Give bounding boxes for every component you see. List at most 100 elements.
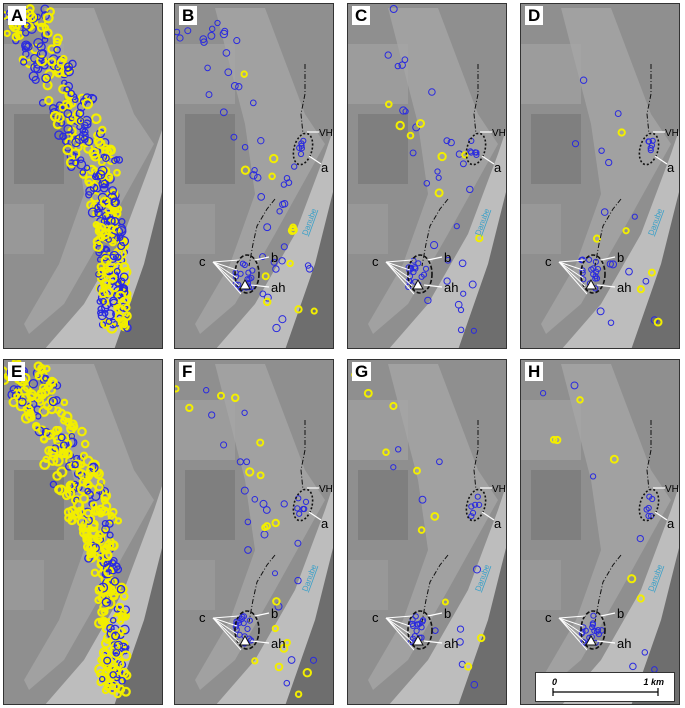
pointer-line [212, 617, 242, 651]
event-marker [216, 391, 226, 400]
event-marker [271, 624, 280, 633]
event-marker [26, 12, 38, 23]
event-marker [36, 42, 46, 52]
event-marker [110, 216, 120, 226]
event-marker [75, 468, 84, 477]
event-marker [470, 327, 477, 334]
pointer-line [481, 511, 495, 521]
event-marker [121, 266, 132, 278]
zone-a-ellipse [465, 488, 487, 522]
pointer-line [250, 640, 270, 644]
label-c: c [199, 254, 206, 269]
event-marker [113, 682, 121, 691]
event-marker [100, 506, 110, 516]
event-marker [300, 505, 307, 513]
pointer-line [654, 511, 668, 521]
scale-bar-line [552, 688, 659, 696]
event-marker [472, 565, 482, 574]
event-marker [105, 145, 115, 156]
event-marker [79, 170, 88, 179]
pointer-line [385, 617, 413, 643]
event-marker [598, 147, 605, 154]
event-marker [443, 277, 451, 285]
event-marker [625, 267, 633, 276]
event-marker [240, 70, 248, 78]
event-marker [246, 617, 253, 624]
event-marker [240, 620, 247, 627]
event-marker [92, 147, 101, 156]
event-marker [468, 503, 475, 510]
event-marker [415, 260, 422, 267]
event-marker [384, 51, 392, 59]
label-c: c [545, 254, 552, 269]
event-marker [113, 267, 121, 275]
event-marker [208, 25, 216, 33]
triangle-marker [585, 634, 597, 646]
pointer-line [596, 640, 616, 644]
label-a: a [321, 516, 329, 531]
event-marker [101, 309, 109, 317]
label-ah: ah [444, 636, 458, 651]
event-marker [63, 109, 73, 118]
event-marker [412, 613, 419, 620]
event-marker [99, 196, 111, 208]
event-marker [85, 472, 93, 481]
event-marker [283, 679, 291, 687]
event-marker [67, 419, 78, 430]
event-marker [434, 168, 441, 175]
boundary-line [300, 420, 306, 491]
event-marker [590, 265, 597, 272]
event-marker [108, 274, 118, 283]
event-marker [84, 136, 94, 146]
event-marker [117, 242, 126, 251]
event-marker [100, 638, 111, 649]
boundary-line [646, 420, 652, 491]
event-marker [456, 638, 464, 646]
event-marker [586, 256, 593, 263]
boundary-line [248, 198, 276, 267]
event-marker [279, 200, 287, 209]
settlement [195, 8, 325, 334]
event-marker [389, 4, 398, 14]
event-marker [253, 173, 262, 182]
event-marker [310, 307, 318, 315]
event-marker [417, 526, 426, 534]
event-marker [108, 687, 117, 695]
pointer-line [385, 259, 413, 263]
label-ah: ah [444, 280, 458, 295]
zone-b-ellipse [407, 610, 433, 650]
pointer-line [212, 617, 240, 643]
event-marker [549, 435, 558, 444]
event-marker [589, 621, 597, 628]
event-marker [101, 524, 111, 534]
event-marker [43, 429, 55, 440]
zone-a-ellipse [292, 488, 314, 522]
pointer-line [654, 155, 668, 165]
event-marker [456, 625, 465, 633]
event-marker [294, 576, 302, 585]
event-marker [257, 137, 265, 145]
label-c: c [372, 254, 379, 269]
event-marker [647, 147, 654, 154]
event-marker [81, 128, 89, 136]
settlement [368, 364, 498, 690]
label-c: c [545, 610, 552, 625]
event-marker [268, 172, 276, 181]
event-marker [220, 441, 228, 449]
event-marker [287, 656, 296, 664]
pointer-line [385, 617, 415, 651]
event-marker [394, 446, 402, 453]
event-marker [88, 147, 100, 159]
event-marker [553, 435, 562, 445]
event-marker [82, 530, 90, 538]
event-marker [409, 616, 416, 623]
event-marker [286, 259, 294, 268]
event-marker [436, 458, 443, 466]
event-marker [244, 546, 252, 554]
event-marker [101, 519, 109, 528]
boundary-line [594, 554, 622, 623]
event-marker [109, 617, 117, 624]
event-marker [103, 656, 112, 665]
label-b: b [444, 250, 451, 265]
